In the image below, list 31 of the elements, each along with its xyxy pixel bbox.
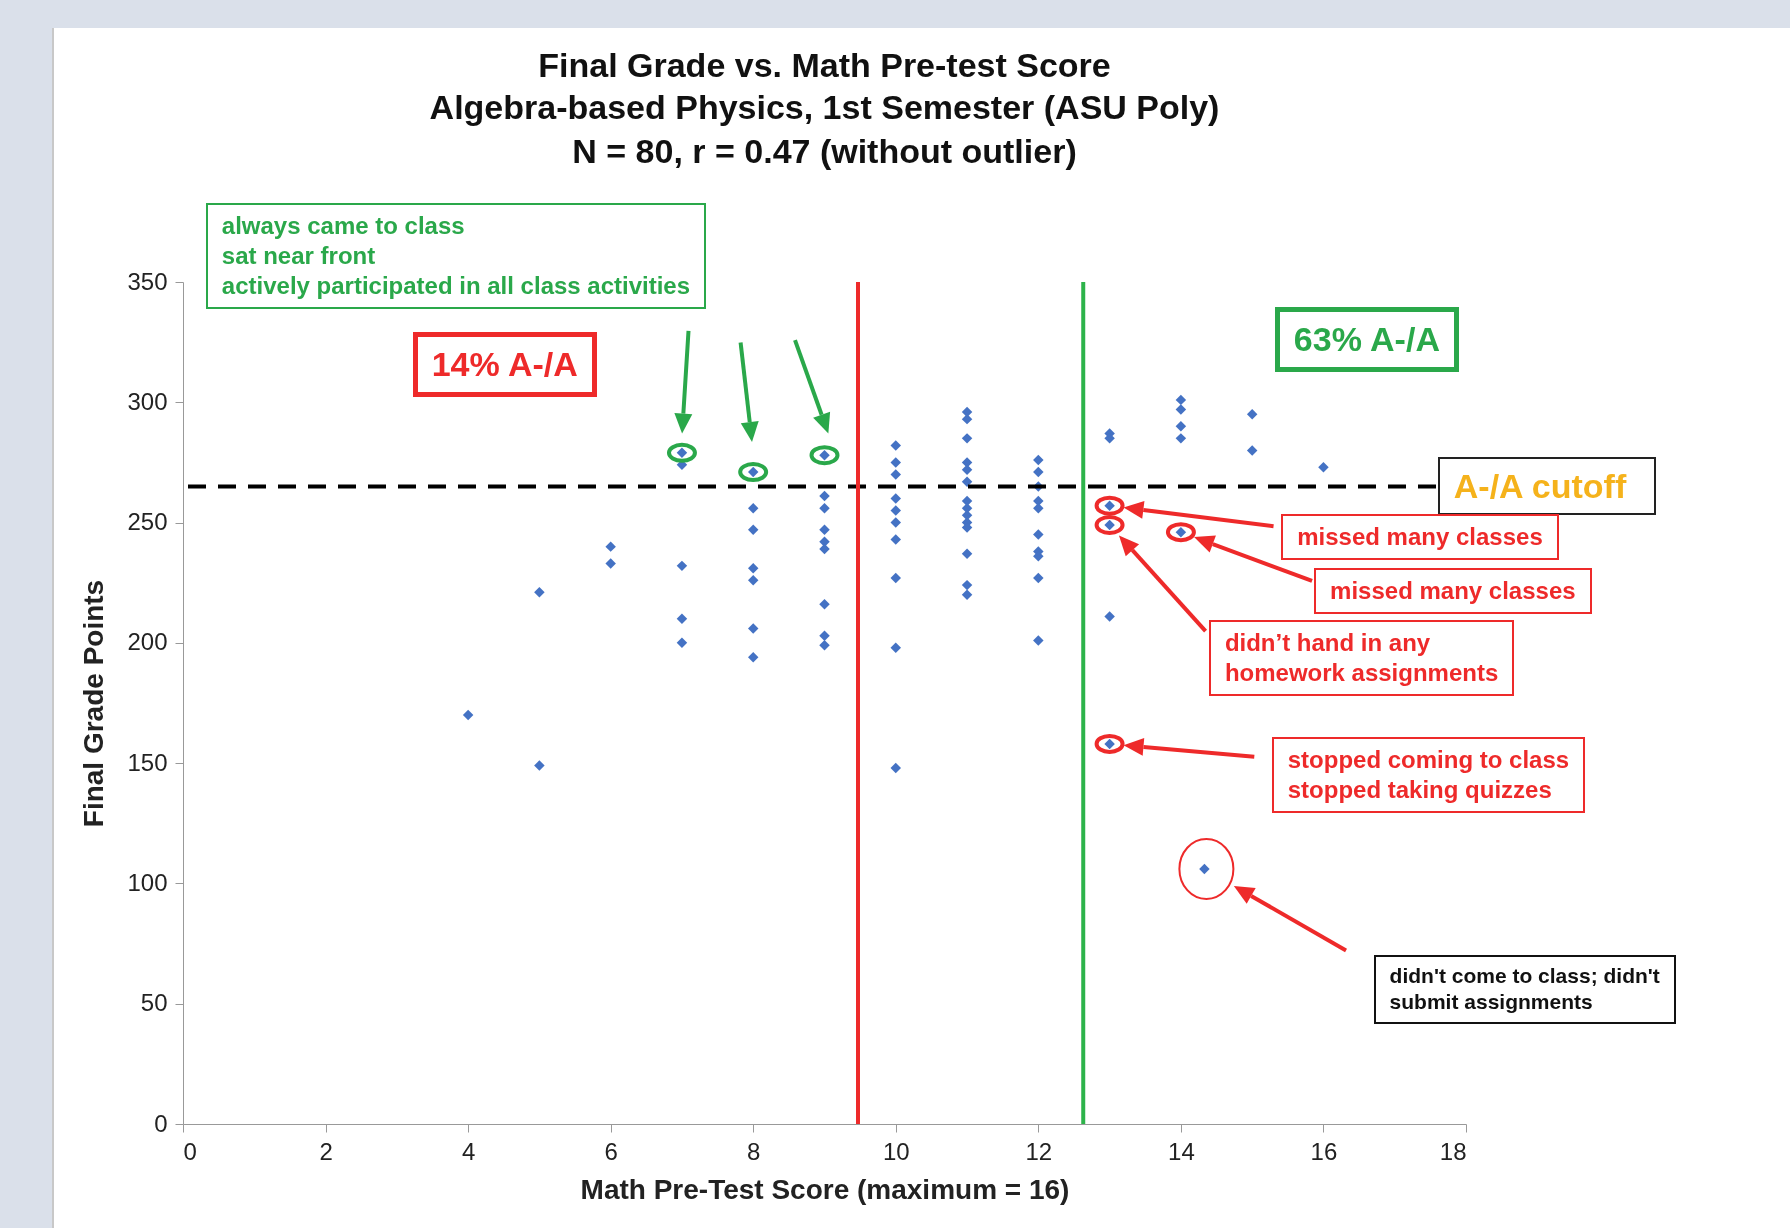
x-tick-label: 18 <box>1439 1137 1467 1165</box>
x-tick-label: 14 <box>1168 1137 1195 1165</box>
y-tick-label: 100 <box>127 868 168 896</box>
y-tick-label: 150 <box>127 748 168 776</box>
y-tick-label: 50 <box>140 989 168 1017</box>
annotation: didn’t hand in any homework assignments <box>1208 619 1515 696</box>
y-tick-label: 200 <box>127 628 168 656</box>
annotation: missed many classes <box>1281 513 1559 560</box>
chart-title: Final Grade vs. Math Pre-test Score <box>538 46 1111 84</box>
y-tick-label: 300 <box>127 387 168 415</box>
x-tick-label: 12 <box>1025 1137 1053 1165</box>
annotation: always came to class sat near front actively participated in all class activities <box>205 203 707 310</box>
y-tick-label: 350 <box>127 267 168 295</box>
annotation: didn't come to class; didn't submit assignments <box>1373 955 1676 1024</box>
x-axis-title: Math Pre-Test Score (maximum = 16) <box>580 1173 1070 1205</box>
y-tick-label: 250 <box>127 508 168 536</box>
annotation: stopped coming to class stopped taking quizzes <box>1271 737 1586 814</box>
x-tick-label: 2 <box>319 1137 333 1165</box>
ref-line-label: A-/A cutoff <box>1437 456 1657 516</box>
y-tick-label: 0 <box>154 1109 168 1137</box>
annotation: missed many classes <box>1314 568 1592 615</box>
chart-subtitle: Algebra-based Physics, 1st Semester (ASU Poly) N = 80, r = 0.47 (without outlier) <box>429 88 1220 170</box>
x-tick-label: 0 <box>183 1137 197 1165</box>
x-tick-label: 8 <box>747 1137 761 1165</box>
annotation: 63% A-/A <box>1274 307 1459 372</box>
x-tick-label: 6 <box>604 1137 618 1165</box>
annotation: 14% A-/A <box>412 332 597 397</box>
x-tick-label: 16 <box>1310 1137 1338 1165</box>
x-tick-label: 4 <box>461 1137 476 1165</box>
x-tick-label: 10 <box>882 1137 910 1165</box>
y-axis-title: Final Grade Points <box>78 579 110 828</box>
